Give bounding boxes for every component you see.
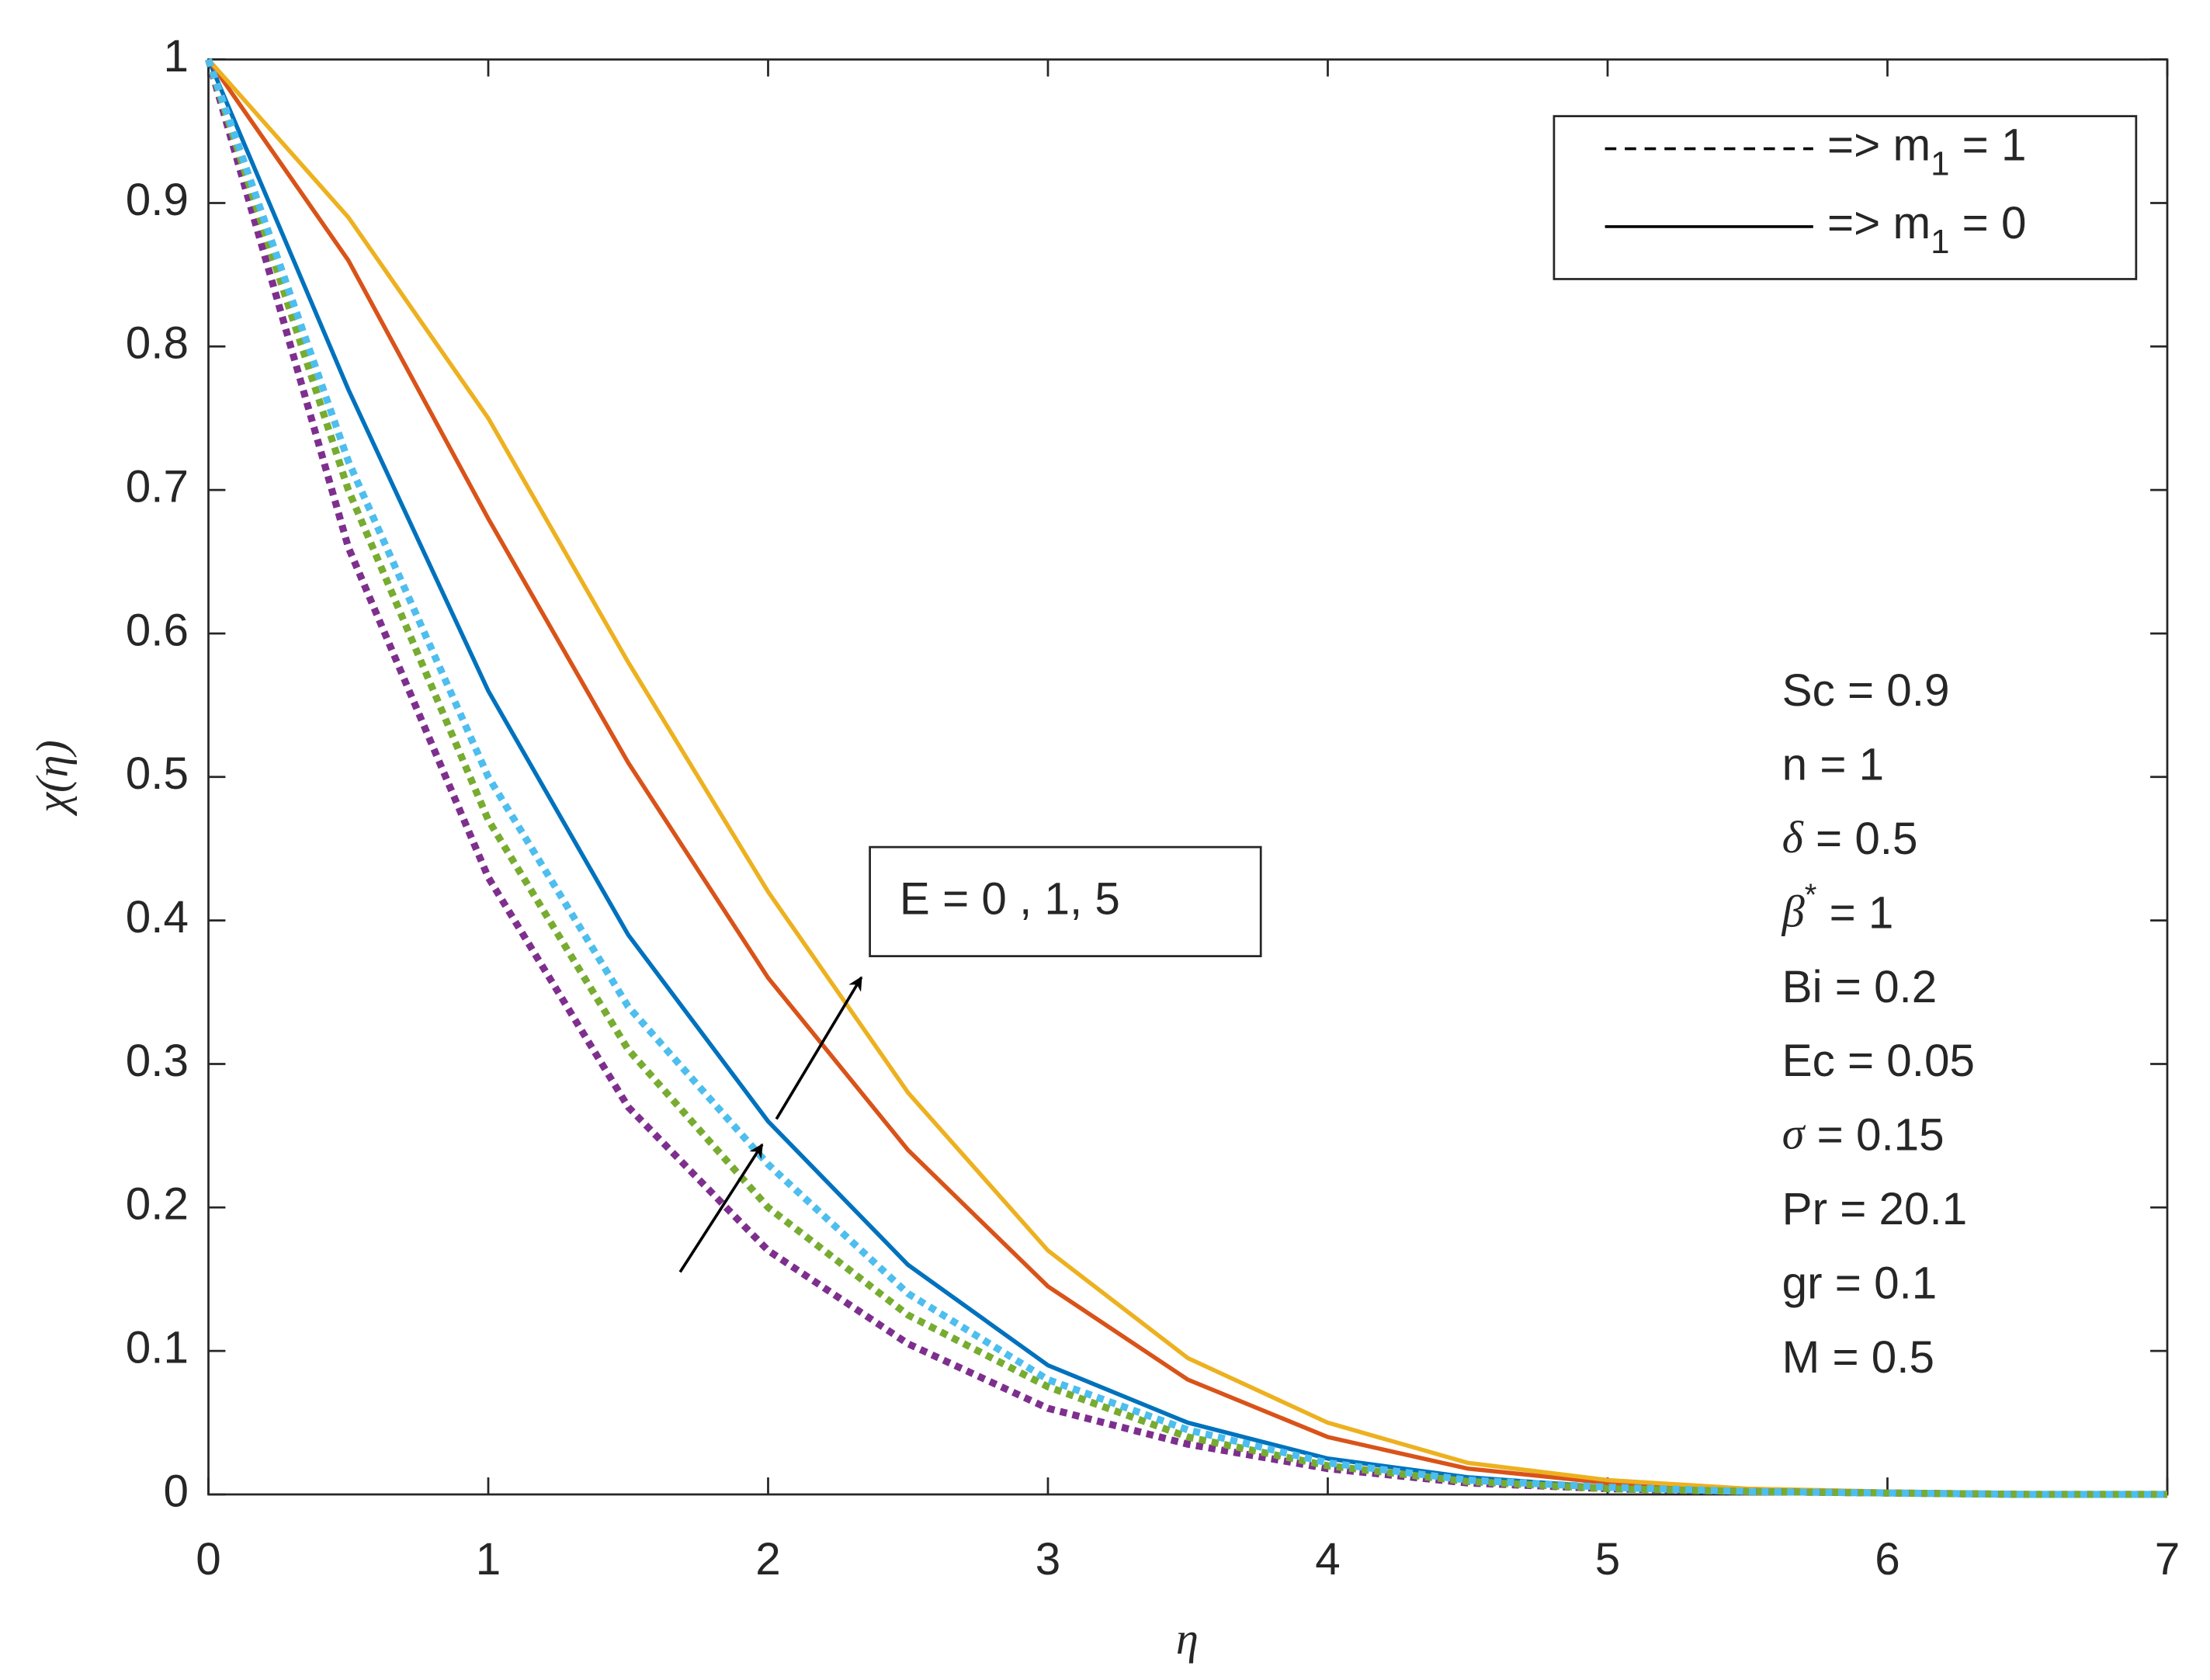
parameter: gr = 0.1	[1782, 1258, 1938, 1309]
y-tick-label: 1	[164, 31, 189, 82]
legend-rest: = 1	[1949, 120, 2026, 171]
parameter: Pr = 20.1	[1782, 1184, 1968, 1234]
y-tick-label: 0.7	[126, 462, 189, 512]
arrow	[678, 1143, 764, 1273]
line	[205, 58, 2167, 1498]
line	[205, 58, 2167, 1498]
legend	[1553, 115, 2138, 280]
y-tick-label: 0.2	[126, 1179, 189, 1230]
x-tick-label: 1	[476, 1534, 501, 1585]
parameter: δ = 0.5	[1782, 812, 1918, 864]
annotation-box	[869, 845, 1262, 957]
parameter-text: gr = 0.1	[1782, 1258, 1938, 1309]
legend-rest: = 0	[1949, 198, 2026, 248]
parameter-rest: = 0.5	[1803, 814, 1918, 864]
plot-frame	[207, 58, 2169, 1496]
legend-label: => m1 = 1	[1827, 120, 2026, 182]
parameter-text: Pr = 20.1	[1782, 1184, 1968, 1234]
annotation: E = 0 , 1, 5	[900, 874, 1120, 925]
parameter-rest: = 0.15	[1804, 1110, 1944, 1161]
parameter-sup: *	[1805, 876, 1817, 911]
legend-text: => m	[1827, 120, 1931, 171]
y-tick-label: 0.9	[126, 175, 189, 225]
x-tick-label: 0	[196, 1534, 220, 1585]
legend-label: => m1 = 0	[1827, 198, 2026, 260]
x-tick-label: 7	[2155, 1534, 2180, 1585]
x-tick-label: 5	[1595, 1534, 1620, 1585]
legend-text: => m	[1827, 198, 1931, 248]
parameter: σ = 0.15	[1782, 1109, 1945, 1161]
parameter-text: Ec = 0.05	[1782, 1036, 1975, 1087]
y-tick-label: 0	[164, 1466, 189, 1516]
x-tick-label: 4	[1315, 1534, 1340, 1585]
parameter-symbol: σ	[1782, 1109, 1806, 1159]
legend-sub: 1	[1931, 144, 1949, 182]
parameter-text: n = 1	[1782, 740, 1884, 790]
parameter: n = 1	[1782, 740, 1884, 790]
parameter-rest: = 1	[1816, 888, 1893, 939]
x-tick-label: 2	[755, 1534, 780, 1585]
parameter-text: Bi = 0.2	[1782, 962, 1938, 1012]
x-tick-label: 6	[1875, 1534, 1899, 1585]
legend-sub: 1	[1931, 222, 1949, 260]
arrow	[775, 976, 863, 1120]
x-axis-label: η	[1176, 1613, 1199, 1664]
y-tick-label: 0.4	[126, 892, 189, 942]
y-tick-label: 0.1	[126, 1323, 189, 1373]
y-tick-label: 0.3	[126, 1036, 189, 1086]
y-tick-label: 0.5	[126, 748, 189, 799]
parameter: Bi = 0.2	[1782, 962, 1938, 1012]
line	[205, 58, 2167, 1498]
parameter-symbol: β	[1782, 887, 1805, 937]
y-axis-label: χ(η)	[27, 740, 78, 817]
parameter: Sc = 0.9	[1782, 665, 1950, 716]
parameter-text: Sc = 0.9	[1782, 665, 1950, 716]
y-tick-label: 0.6	[126, 605, 189, 655]
parameter-symbol: δ	[1782, 812, 1804, 863]
parameter: β* = 1	[1782, 876, 1894, 938]
parameter: Ec = 0.05	[1782, 1036, 1975, 1087]
parameter: M = 0.5	[1782, 1332, 1934, 1383]
y-tick-label: 0.8	[126, 318, 189, 369]
parameter-text: M = 0.5	[1782, 1332, 1934, 1383]
x-tick-label: 3	[1036, 1534, 1060, 1585]
